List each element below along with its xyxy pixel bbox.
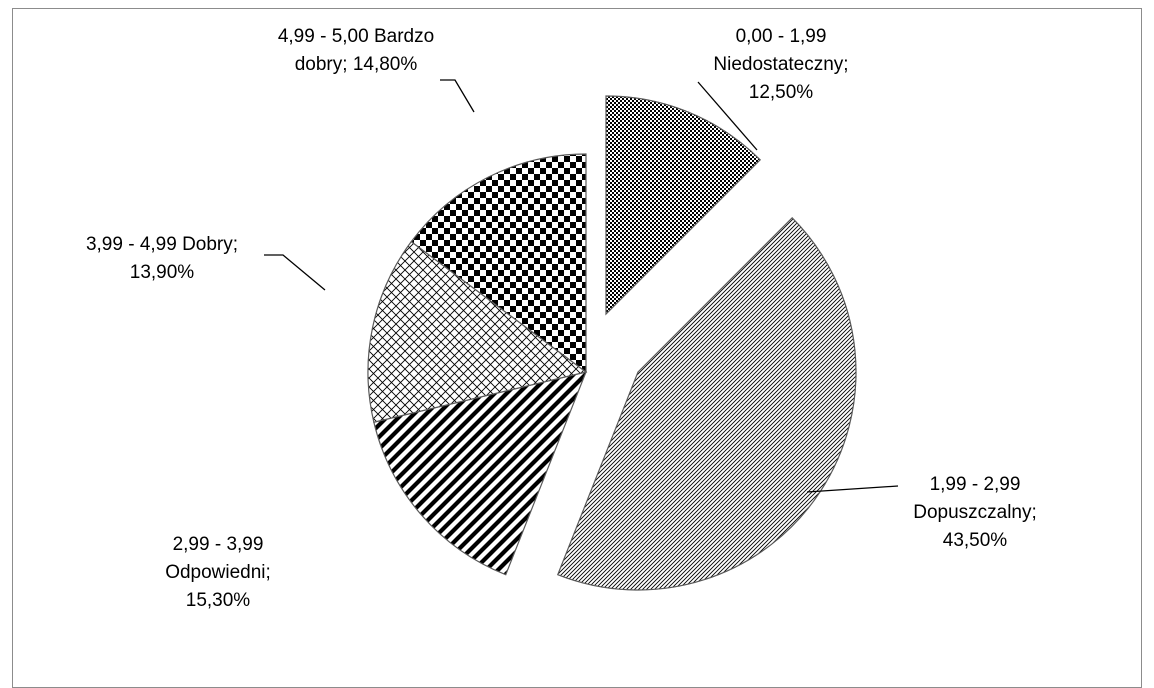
slice-label-line: Dopuszczalny;: [913, 502, 1037, 523]
slice-label-line: dobry; 14,80%: [295, 54, 418, 75]
leader-line-1: [697, 81, 758, 151]
leader-line-2: [806, 485, 899, 493]
slice-label-line: 12,50%: [749, 82, 814, 103]
pie-slice-2: [556, 217, 857, 591]
slice-label-line: Odpowiedni;: [165, 562, 271, 583]
pie-slice-4: [367, 240, 588, 423]
leader-line-4: [264, 254, 326, 291]
slice-label-line: Niedostateczny;: [713, 54, 848, 75]
slice-label-line: 13,90%: [130, 262, 195, 283]
slice-label-line: 3,99 - 4,99 Dobry;: [86, 234, 238, 255]
slice-label-4: 3,99 - 4,99 Dobry; 13,90%: [86, 234, 238, 283]
pie-slice-3: [373, 371, 587, 576]
slice-label-line: 1,99 - 2,99: [930, 474, 1021, 495]
slice-label-line: 43,50%: [943, 530, 1008, 551]
leader-line-5: [440, 79, 475, 113]
pie-slice-5: [410, 153, 587, 374]
pie-slice-1: [605, 95, 761, 316]
slice-label-line: 0,00 - 1,99: [736, 26, 827, 47]
slice-label-5: 4,99 - 5,00 Bardzo dobry; 14,80%: [278, 26, 434, 75]
slice-label-line: 4,99 - 5,00 Bardzo: [278, 26, 434, 47]
slice-label-2: 1,99 - 2,99 Dopuszczalny; 43,50%: [913, 474, 1037, 551]
slice-label-line: 15,30%: [186, 590, 251, 611]
slice-label-line: 2,99 - 3,99: [173, 534, 264, 555]
slice-label-1: 0,00 - 1,99 Niedostateczny; 12,50%: [713, 26, 848, 103]
slice-label-3: 2,99 - 3,99 Odpowiedni; 15,30%: [165, 534, 271, 611]
